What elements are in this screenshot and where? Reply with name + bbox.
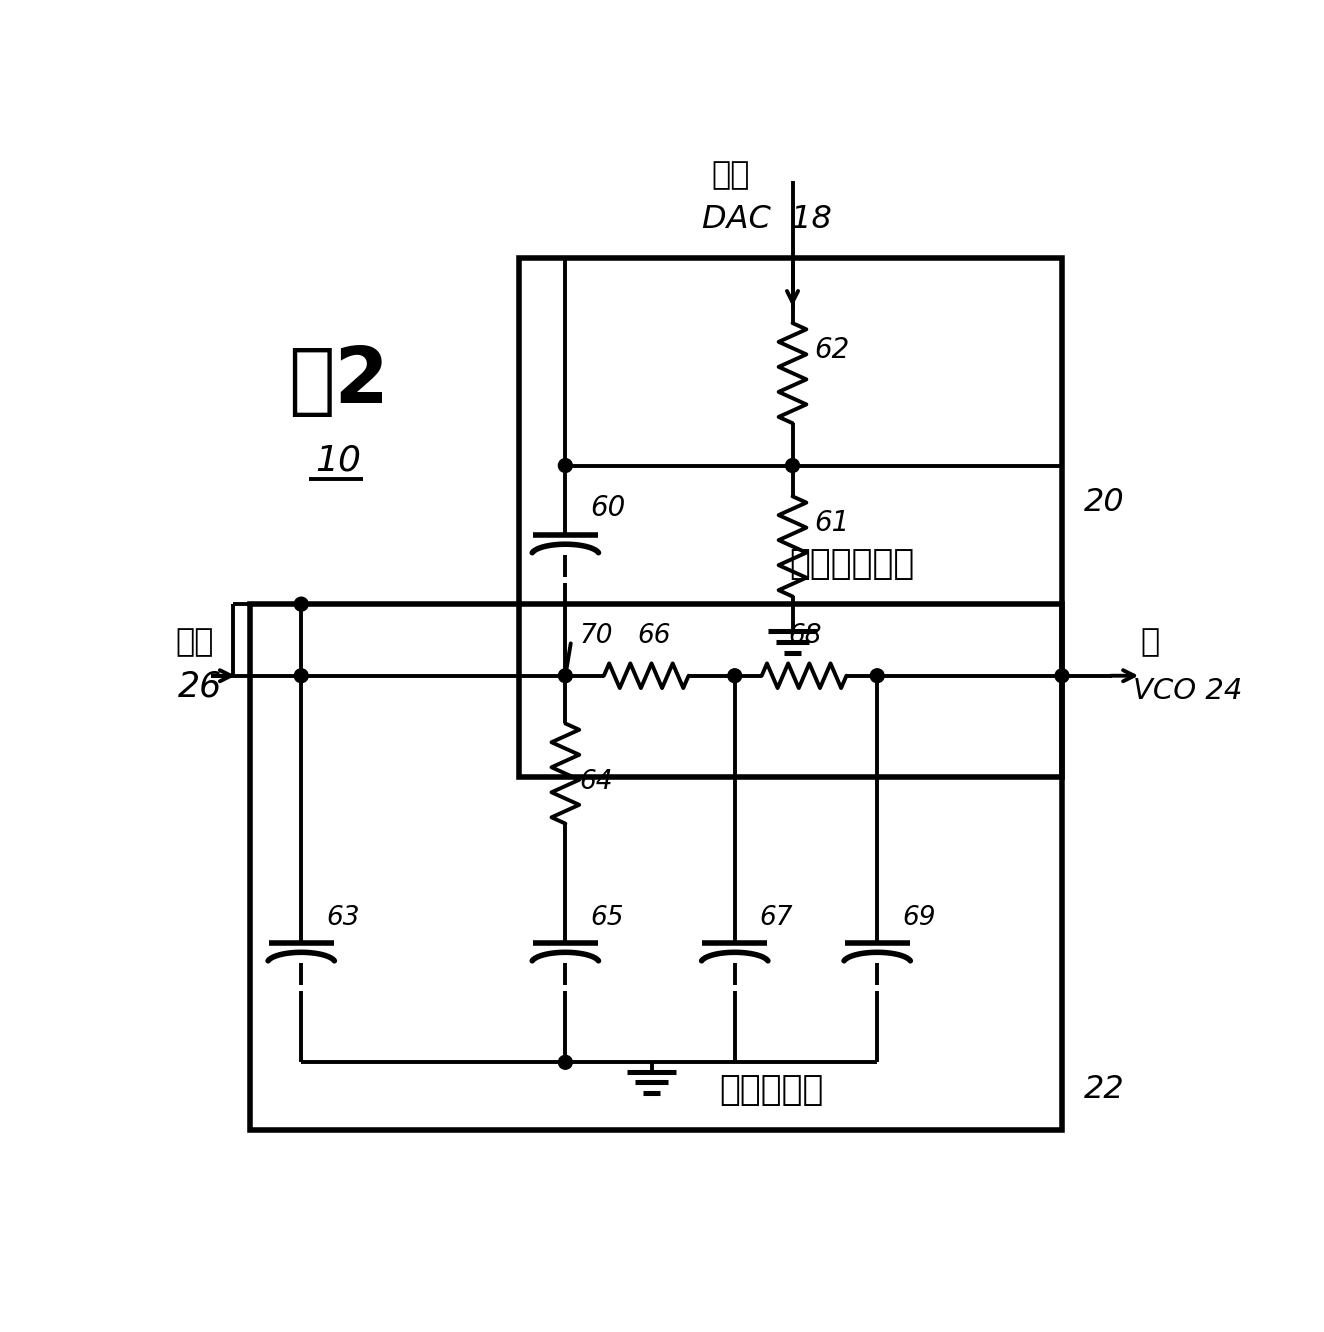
- Text: 69: 69: [902, 906, 935, 931]
- Text: 67: 67: [760, 906, 793, 931]
- Bar: [250, 605, 1062, 1130]
- Text: 10: 10: [315, 444, 361, 477]
- Circle shape: [728, 669, 741, 683]
- Circle shape: [1055, 669, 1068, 683]
- Bar: [519, 257, 1062, 778]
- Text: 26: 26: [177, 670, 222, 703]
- Text: 68: 68: [789, 623, 822, 650]
- Text: 61: 61: [814, 509, 849, 537]
- Text: 62: 62: [814, 336, 849, 364]
- Text: 20: 20: [1083, 486, 1124, 518]
- Circle shape: [559, 669, 572, 683]
- Text: DAC  18: DAC 18: [702, 204, 831, 234]
- Text: 至: 至: [1140, 627, 1160, 658]
- Text: 来自: 来自: [175, 627, 213, 658]
- Circle shape: [294, 669, 308, 683]
- Circle shape: [559, 458, 572, 473]
- Text: 66: 66: [637, 623, 670, 650]
- Text: 22: 22: [1083, 1075, 1124, 1106]
- Text: 图2: 图2: [289, 342, 389, 418]
- Text: 70: 70: [579, 623, 613, 650]
- Text: 环路滤波器: 环路滤波器: [719, 1074, 824, 1107]
- Text: 来自: 来自: [712, 160, 751, 190]
- Circle shape: [559, 1055, 572, 1070]
- Text: 63: 63: [326, 906, 359, 931]
- Text: 电阻性衰减器: 电阻性衰减器: [789, 546, 915, 581]
- Circle shape: [785, 458, 800, 473]
- Circle shape: [294, 597, 308, 611]
- Circle shape: [870, 669, 884, 683]
- Text: 64: 64: [579, 769, 613, 795]
- Text: 65: 65: [591, 906, 624, 931]
- Text: 60: 60: [591, 494, 625, 522]
- Text: VCO 24: VCO 24: [1133, 677, 1242, 705]
